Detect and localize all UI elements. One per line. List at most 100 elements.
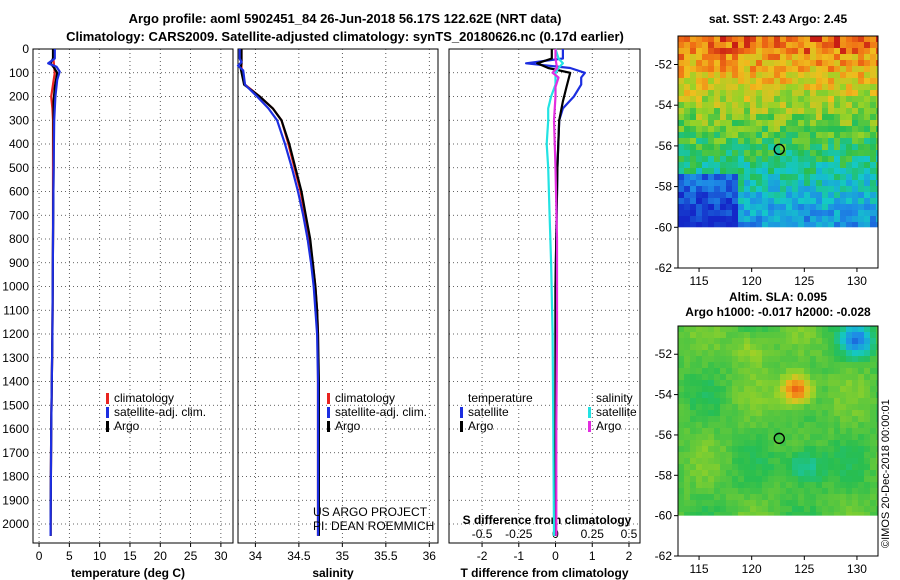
map-cell: [852, 78, 858, 84]
map-cell: [864, 350, 870, 356]
map-cell: [852, 392, 858, 398]
map-cell: [786, 96, 792, 102]
map-cell: [702, 422, 708, 428]
map-cell: [750, 126, 756, 132]
map-cell: [876, 96, 878, 102]
map-cell: [852, 410, 858, 416]
map-cell: [726, 222, 732, 228]
map-cell: [726, 192, 732, 198]
map-cell: [804, 452, 810, 458]
map-cell: [834, 174, 840, 180]
map-cell: [876, 440, 878, 446]
map-cell: [840, 506, 846, 512]
map-cell: [780, 114, 786, 120]
map-cell: [738, 506, 744, 512]
map-cell: [684, 180, 690, 186]
map-cell: [840, 66, 846, 72]
map-cell: [780, 180, 786, 186]
map-cell: [828, 204, 834, 210]
map-cell: [696, 494, 702, 500]
map-cell: [786, 374, 792, 380]
map-cell: [864, 180, 870, 186]
map-cell: [780, 362, 786, 368]
map-cell: [816, 350, 822, 356]
map-cell: [684, 482, 690, 488]
y-tick-label: 100: [9, 66, 29, 80]
map-cell: [678, 60, 684, 66]
map-cell: [684, 458, 690, 464]
map-cell: [768, 162, 774, 168]
map-cell: [768, 356, 774, 362]
map-cell: [750, 216, 756, 222]
map-cell: [792, 392, 798, 398]
map-field: [678, 326, 878, 516]
map-cell: [774, 446, 780, 452]
map-cell: [702, 192, 708, 198]
map-cell: [798, 198, 804, 204]
map-cell: [846, 42, 852, 48]
map-cell: [828, 54, 834, 60]
map-cell: [846, 374, 852, 380]
y-tick-label: 1100: [3, 303, 29, 317]
map-cell: [702, 452, 708, 458]
map-cell: [744, 338, 750, 344]
map-cell: [858, 198, 864, 204]
map-cell: [780, 42, 786, 48]
map-cell: [774, 156, 780, 162]
map-cell: [696, 344, 702, 350]
map-cell: [864, 512, 870, 516]
map-cell: [744, 54, 750, 60]
map-cell: [726, 500, 732, 506]
map-cell: [798, 132, 804, 138]
map-cell: [876, 60, 878, 66]
map-cell: [684, 174, 690, 180]
map-cell: [792, 90, 798, 96]
map-cell: [858, 138, 864, 144]
map-cell: [810, 344, 816, 350]
map-cell: [744, 216, 750, 222]
salinity-panel: 34 34.5 35 35.5 36salinityclimatologysatelli…: [236, 48, 439, 580]
map-cell: [822, 488, 828, 494]
map-cell: [690, 48, 696, 54]
map-cell: [678, 368, 684, 374]
map-cell: [714, 344, 720, 350]
map-cell: [696, 410, 702, 416]
map-cell: [828, 500, 834, 506]
map-cell: [678, 54, 684, 60]
map-cell: [678, 458, 684, 464]
map-cell: [726, 494, 732, 500]
map-cell: [792, 476, 798, 482]
map-cell: [804, 36, 810, 42]
map-cell: [798, 428, 804, 434]
map-cell: [828, 78, 834, 84]
map-cell: [834, 392, 840, 398]
map-cell: [828, 416, 834, 422]
map-cell: [750, 78, 756, 84]
map-cell: [690, 344, 696, 350]
map-cell: [762, 476, 768, 482]
map-cell: [786, 392, 792, 398]
map-cell: [870, 494, 876, 500]
map-cell: [714, 338, 720, 344]
map-cell: [702, 114, 708, 120]
map-cell: [702, 440, 708, 446]
map-cell: [858, 398, 864, 404]
map-cell: [774, 102, 780, 108]
map-cell: [684, 464, 690, 470]
map-cell: [774, 398, 780, 404]
map-cell: [810, 162, 816, 168]
map-cell: [690, 434, 696, 440]
map-cell: [714, 326, 720, 332]
map-cell: [822, 404, 828, 410]
map-cell: [684, 344, 690, 350]
map-cell: [786, 180, 792, 186]
map-cell: [858, 338, 864, 344]
map-cell: [792, 150, 798, 156]
map-cell: [864, 150, 870, 156]
map-cell: [810, 482, 816, 488]
map-cell: [792, 192, 798, 198]
map-cell: [834, 72, 840, 78]
legend-item-label: satellite: [468, 405, 509, 419]
map-cell: [804, 458, 810, 464]
map-cell: [780, 204, 786, 210]
